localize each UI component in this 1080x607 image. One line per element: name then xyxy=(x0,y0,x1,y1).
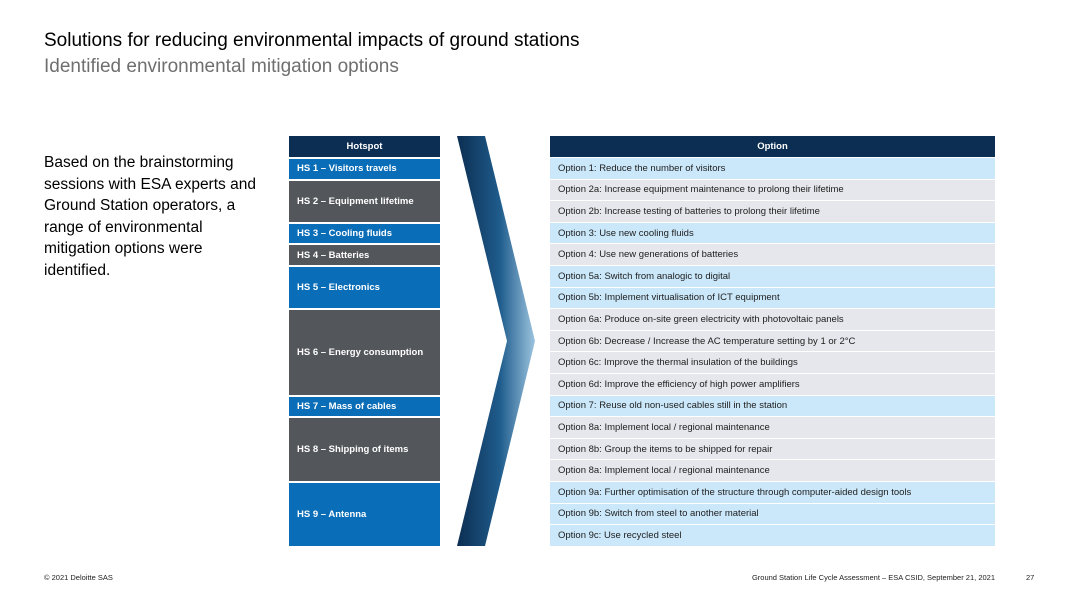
hotspot-row: HS 4 – Batteries xyxy=(289,243,440,265)
option-row: Option 4: Use new generations of batteri… xyxy=(550,243,995,265)
footer-copyright: © 2021 Deloitte SAS xyxy=(44,573,113,582)
hotspot-row: HS 6 – Energy consumption xyxy=(289,308,440,395)
intro-text: Based on the brainstorming sessions with… xyxy=(44,154,256,279)
option-row: Option 9c: Use recycled steel xyxy=(550,524,995,546)
page-subtitle: Identified environmental mitigation opti… xyxy=(44,56,399,77)
hotspot-row: HS 9 – Antenna xyxy=(289,480,440,546)
hotspot-row: HS 7 – Mass of cables xyxy=(289,394,440,417)
option-row: Option 9b: Switch from steel to another … xyxy=(550,502,995,525)
option-row: Option 7: Reuse old non-used cables stil… xyxy=(550,394,995,417)
chevron-arrow-icon xyxy=(457,136,535,546)
hotspot-list: HS 1 – Visitors travels HS 2 – Equipment … xyxy=(289,157,440,546)
page-title: Solutions for reducing environmental imp… xyxy=(44,30,580,51)
option-row: Option 8a: Implement local / regional ma… xyxy=(550,459,995,481)
hotspot-row: HS 1 – Visitors travels xyxy=(289,157,440,179)
option-column: Option Option 1: Reduce the number of vi… xyxy=(550,136,995,546)
hotspot-row: HS 8 – Shipping of items xyxy=(289,416,440,481)
option-row: Option 6a: Produce on-site green electri… xyxy=(550,308,995,330)
option-row: Option 6d: Improve the efficiency of hig… xyxy=(550,372,995,395)
option-row: Option 9a: Further optimisation of the s… xyxy=(550,480,995,503)
option-row: Option 2b: Increase testing of batteries… xyxy=(550,200,995,222)
page-number: 27 xyxy=(1026,573,1035,582)
hotspot-row: HS 3 – Cooling fluids xyxy=(289,221,440,244)
option-row: Option 6c: Improve the thermal insulatio… xyxy=(550,351,995,373)
hotspot-column: Hotspot HS 1 – Visitors travels HS 2 – Eq… xyxy=(289,136,440,546)
option-row: Option 5a: Switch from analogic to digit… xyxy=(550,264,995,287)
option-row: Option 6b: Decrease / Increase the AC te… xyxy=(550,329,995,352)
option-row: Option 8b: Group the items to be shipped… xyxy=(550,437,995,460)
hotspot-row: HS 5 – Electronics xyxy=(289,264,440,309)
option-row: Option 5b: Implement virtualisation of I… xyxy=(550,286,995,309)
option-row: Option 8a: Implement local / regional ma… xyxy=(550,416,995,438)
hotspot-header: Hotspot xyxy=(289,136,440,157)
hotspot-row: HS 2 – Equipment lifetime xyxy=(289,178,440,222)
footer-document-title: Ground Station Life Cycle Assessment – E… xyxy=(751,573,995,582)
option-row: Option 1: Reduce the number of visitors xyxy=(550,157,995,179)
option-list: Option 1: Reduce the number of visitors O… xyxy=(550,157,995,546)
option-header: Option xyxy=(550,136,995,157)
option-row: Option 2a: Increase equipment maintenanc… xyxy=(550,178,995,201)
option-row: Option 3: Use new cooling fluids xyxy=(550,221,995,244)
